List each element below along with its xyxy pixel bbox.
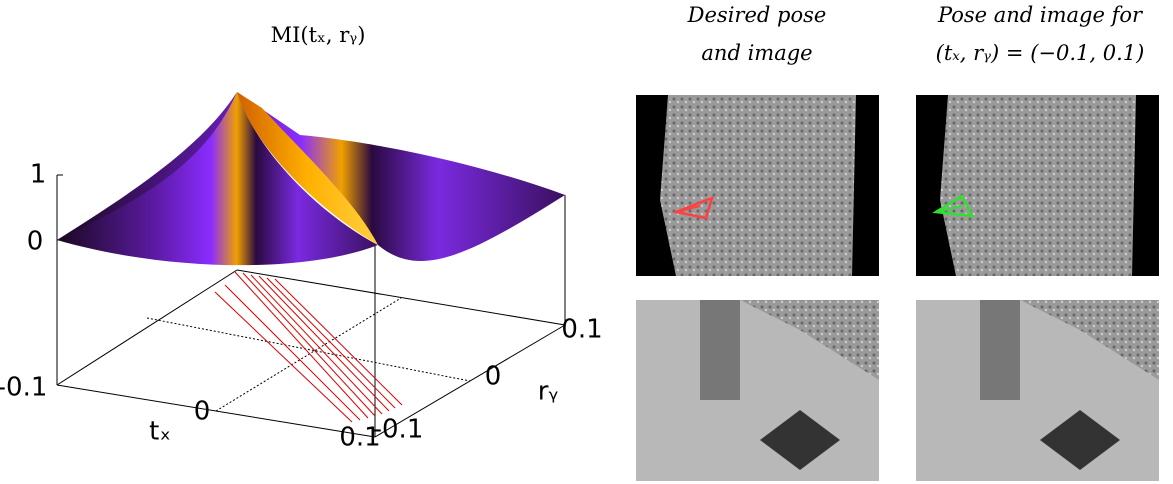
ry-tick-label: -0.1 xyxy=(373,415,424,445)
tx-tick-label: 0.1 xyxy=(339,423,380,453)
tx-axis-label: tₓ xyxy=(149,417,171,447)
plot-title: MI(tₓ, rᵧ) xyxy=(271,23,366,47)
z-tick-label: 0 xyxy=(27,227,44,257)
tx-tick-label: 0 xyxy=(194,397,211,427)
projection-lines xyxy=(214,271,403,423)
image-current-pose xyxy=(916,95,1159,276)
ry-tick-label: 0 xyxy=(485,362,502,392)
column-header: and image xyxy=(701,41,812,65)
image-desired-view xyxy=(636,300,879,481)
surface xyxy=(57,92,565,266)
z-tick-label: 1 xyxy=(30,160,47,190)
plot-box xyxy=(56,174,566,438)
column-header: (tₓ, rᵧ) = (−0.1, 0.1) xyxy=(936,41,1145,65)
tx-tick-label: -0.1 xyxy=(0,373,47,403)
ry-tick-label: 0.1 xyxy=(561,315,602,345)
column-header: Pose and image for xyxy=(937,3,1144,27)
ry-axis-label: rᵧ xyxy=(538,377,559,407)
image-desired-pose xyxy=(636,95,879,276)
image-current-view xyxy=(916,300,1159,481)
column-header: Desired pose xyxy=(687,3,827,27)
